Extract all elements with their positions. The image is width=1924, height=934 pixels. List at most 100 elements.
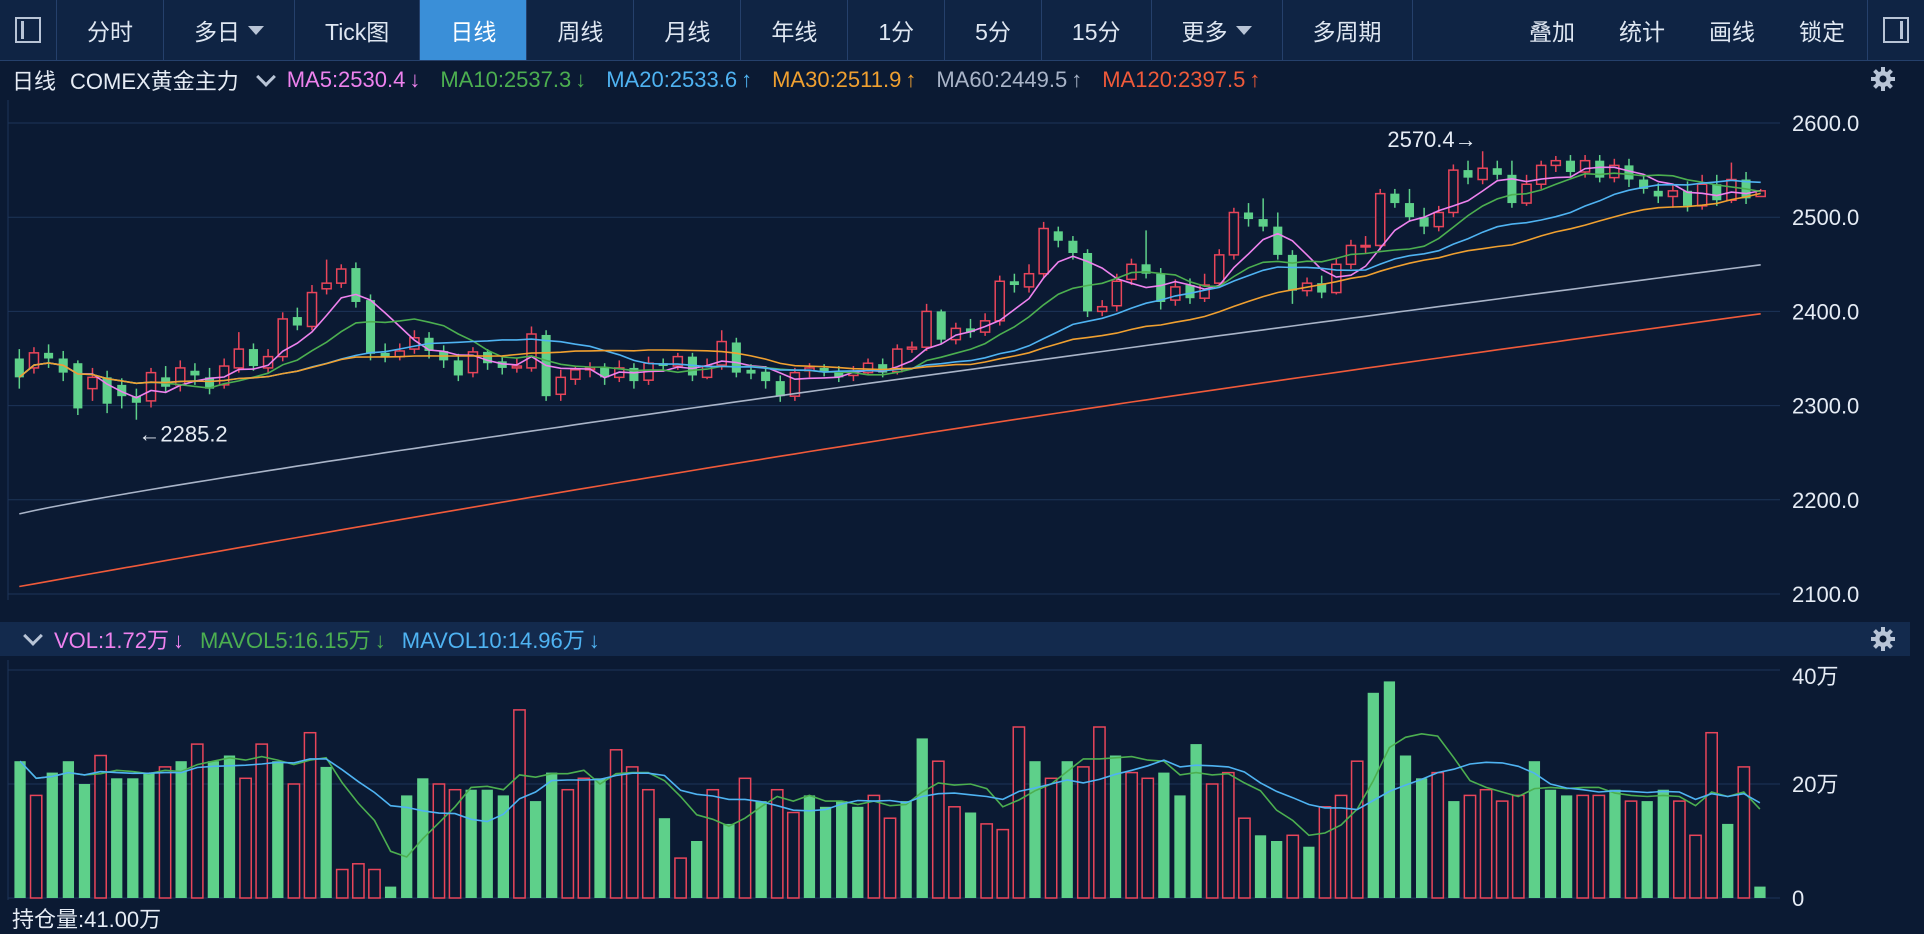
volume-bar xyxy=(239,777,252,899)
legend-label: MA60:2449.5 xyxy=(936,67,1068,92)
volume-bar xyxy=(755,801,767,898)
tab-label: Tick图 xyxy=(325,19,390,45)
volume-bar xyxy=(1334,794,1348,899)
symbol-label[interactable]: COMEX黄金主力 xyxy=(70,69,239,94)
legend-label: MA30:2511.9 xyxy=(772,67,902,92)
tab-3[interactable]: 日线 xyxy=(420,0,528,60)
candle-body xyxy=(1199,284,1210,299)
candle-body xyxy=(1653,190,1663,197)
price-settings-gear-icon[interactable] xyxy=(1870,66,1896,92)
legend-arrow: ↑ xyxy=(741,67,753,92)
ma-line-ma20 xyxy=(18,179,1761,385)
candle-body xyxy=(467,351,479,374)
candle-body xyxy=(979,320,991,333)
tab-label: 年线 xyxy=(771,19,818,45)
period-label: 日线 xyxy=(12,69,57,94)
tab-4[interactable]: 周线 xyxy=(527,0,635,60)
tab-1[interactable]: 多日 xyxy=(164,0,295,60)
candle-body xyxy=(1228,211,1240,256)
candle-body xyxy=(1521,183,1532,204)
volume-bar xyxy=(1528,761,1541,898)
volume-bar xyxy=(1754,886,1766,898)
volume-bar xyxy=(836,801,848,898)
chevron-down-icon[interactable] xyxy=(255,67,276,87)
candle-body xyxy=(1682,190,1693,206)
volume-bar xyxy=(78,784,91,898)
candle-body xyxy=(1477,167,1488,181)
volume-bar xyxy=(1141,777,1155,899)
candle-body xyxy=(613,367,625,379)
legend-item: VOL:1.72万 ↓ xyxy=(54,628,192,653)
volume-bar xyxy=(867,794,881,899)
candle-body xyxy=(1038,227,1049,275)
tab-0[interactable]: 分时 xyxy=(57,0,164,60)
tab-10[interactable]: 更多 xyxy=(1152,0,1283,60)
price-tick-label: 2200.0 xyxy=(1792,488,1859,513)
candle-body xyxy=(233,348,245,369)
legend-item: MA5:2530.4 ↓ xyxy=(287,67,431,92)
tab-11[interactable]: 多周期 xyxy=(1283,0,1413,60)
toggle-left-panel-icon[interactable] xyxy=(0,0,57,60)
legend-item: MAVOL10:14.96万 ↓ xyxy=(402,628,608,653)
candle-body xyxy=(965,328,976,333)
candle-body xyxy=(1141,264,1151,274)
volume-bar xyxy=(931,760,945,899)
candle-body xyxy=(570,369,581,380)
tab-9[interactable]: 15分 xyxy=(1042,0,1152,60)
candle-body xyxy=(1053,231,1063,241)
candle-body xyxy=(483,351,493,364)
tab-label: 多日 xyxy=(194,19,240,45)
volume-bar xyxy=(1303,846,1315,898)
price-info-bar: 日线 COMEX黄金主力 MA5:2530.4 ↓ MA10:2537.3 ↓ MA20… xyxy=(0,61,1910,99)
tab-2[interactable]: Tick图 xyxy=(295,0,421,60)
candle-body xyxy=(1712,184,1722,201)
candle-body xyxy=(1507,174,1517,204)
volume-bar xyxy=(62,761,75,898)
volume-bar xyxy=(1174,795,1186,898)
volume-bar xyxy=(1609,789,1621,898)
volume-bar xyxy=(1125,771,1139,899)
tab-7[interactable]: 1分 xyxy=(848,0,946,60)
toggle-right-panel-icon[interactable] xyxy=(1867,0,1924,60)
candle-body xyxy=(1741,179,1751,199)
candle-body xyxy=(541,334,551,397)
candle-body xyxy=(205,377,215,389)
candle-body xyxy=(1492,168,1502,175)
ma-line-ma120 xyxy=(19,313,1761,588)
tab-label: 1分 xyxy=(878,19,915,45)
toolbar-right-button-0[interactable]: 叠加 xyxy=(1529,19,1575,45)
toolbar-right-button-2[interactable]: 画线 xyxy=(1709,19,1755,45)
candle-body xyxy=(1550,159,1562,167)
candle-body xyxy=(174,367,186,386)
volume-bar xyxy=(1238,817,1251,899)
price-tick-label: 2100.0 xyxy=(1792,582,1859,607)
volume-settings-gear-icon[interactable] xyxy=(1870,626,1896,652)
legend-item: MA10:2537.3 ↓ xyxy=(440,67,596,92)
tab-8[interactable]: 5分 xyxy=(945,0,1042,60)
candle-body xyxy=(145,371,157,402)
volume-bar xyxy=(723,823,735,898)
volume-bar xyxy=(127,778,139,898)
volume-bar xyxy=(175,761,187,898)
volume-bar xyxy=(1624,800,1638,899)
candle-body xyxy=(511,365,523,369)
ma-line-ma30 xyxy=(18,192,1761,385)
candle-body xyxy=(716,340,728,366)
price-tick-label: 2400.0 xyxy=(1792,299,1859,324)
tab-5[interactable]: 月线 xyxy=(634,0,742,60)
volume-bar xyxy=(303,731,317,899)
volume-bar xyxy=(272,761,284,898)
candle-body xyxy=(1083,252,1093,312)
legend-arrow: ↑ xyxy=(1071,67,1083,92)
toolbar-right-button-3[interactable]: 锁定 xyxy=(1799,19,1845,45)
toolbar-right-button-1[interactable]: 统计 xyxy=(1619,19,1665,45)
volume-collapse-chevron-icon[interactable] xyxy=(23,626,43,646)
volume-bar xyxy=(14,761,26,898)
volume-bar xyxy=(497,795,509,898)
price-tick-label: 2600.0 xyxy=(1792,111,1859,136)
volume-bar xyxy=(1367,692,1379,898)
legend-arrow: ↑ xyxy=(905,67,917,92)
tab-6[interactable]: 年线 xyxy=(741,0,849,60)
volume-bar xyxy=(207,761,220,898)
